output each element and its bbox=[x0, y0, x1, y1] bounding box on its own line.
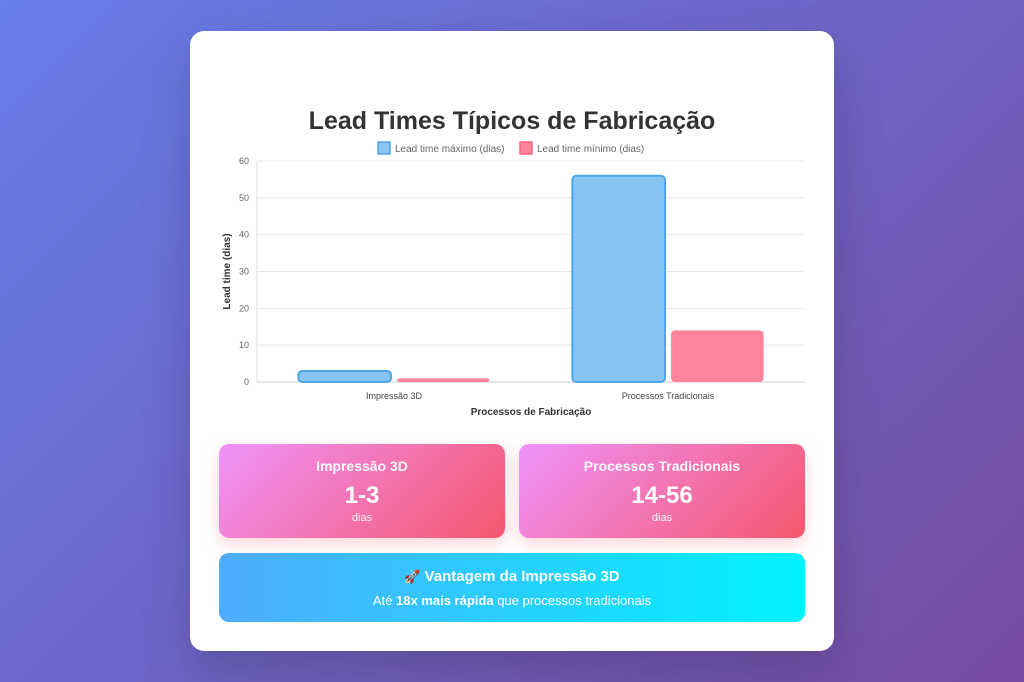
bar-chart: 0 10 20 30 40 50 60 Impressão 3D Processos Tradi… bbox=[190, 135, 820, 430]
y-tick-label: 10 bbox=[239, 340, 249, 350]
y-tick-label: 20 bbox=[239, 303, 249, 313]
stat-label: Impressão 3D bbox=[316, 458, 408, 474]
x-tick-label: Impressão 3D bbox=[366, 391, 423, 401]
x-tick-label: Processos Tradicionais bbox=[622, 391, 715, 401]
legend-swatch bbox=[377, 141, 391, 155]
advantage-banner: 🚀 Vantagem da Impressão 3D Até 18x mais r… bbox=[219, 553, 805, 622]
y-tick-label: 50 bbox=[239, 193, 249, 203]
y-tick-label: 60 bbox=[239, 156, 249, 166]
legend-swatch bbox=[519, 141, 533, 155]
stat-value: 1-3 bbox=[344, 482, 380, 509]
advantage-text-before: Até bbox=[372, 593, 397, 608]
y-tick-label: 30 bbox=[239, 267, 249, 277]
chart-svg: 0 10 20 30 40 50 60 Impressão 3D Processos Tradi… bbox=[222, 141, 805, 418]
y-tick-label: 40 bbox=[239, 230, 249, 240]
advantage-title-text: Vantagem da Impressão 3D bbox=[424, 568, 620, 585]
stat-unit: dias bbox=[351, 512, 373, 524]
stat-label: Processos Tradicionais bbox=[583, 458, 741, 474]
y-axis-title: Lead time (dias) bbox=[222, 233, 233, 309]
stat-card-traditional: Processos Tradicionais 14-56 dias bbox=[519, 444, 805, 538]
page-title: Lead Times Típicos de Fabricação bbox=[308, 107, 716, 135]
advantage-text-bold: 18x mais rápida bbox=[396, 593, 494, 608]
bar bbox=[397, 378, 490, 382]
advantage-text: Até 18x mais rápida que processos tradic… bbox=[219, 593, 805, 608]
y-tick-label: 0 bbox=[244, 377, 249, 387]
bar bbox=[671, 330, 764, 382]
stat-card-3d-printing: Impressão 3D 1-3 dias bbox=[219, 444, 505, 538]
bar bbox=[571, 174, 666, 383]
legend-label: Lead time máximo (dias) bbox=[395, 144, 504, 155]
stat-unit: dias bbox=[651, 512, 673, 524]
advantage-title: 🚀 Vantagem da Impressão 3D bbox=[219, 568, 805, 585]
rocket-icon: 🚀 bbox=[404, 569, 421, 584]
x-axis-title: Processos de Fabricação bbox=[471, 407, 592, 418]
advantage-text-after: que processos tradicionais bbox=[493, 593, 652, 608]
stat-value: 14-56 bbox=[631, 482, 693, 509]
bar bbox=[297, 369, 392, 383]
legend-label: Lead time mínimo (dias) bbox=[537, 144, 644, 155]
